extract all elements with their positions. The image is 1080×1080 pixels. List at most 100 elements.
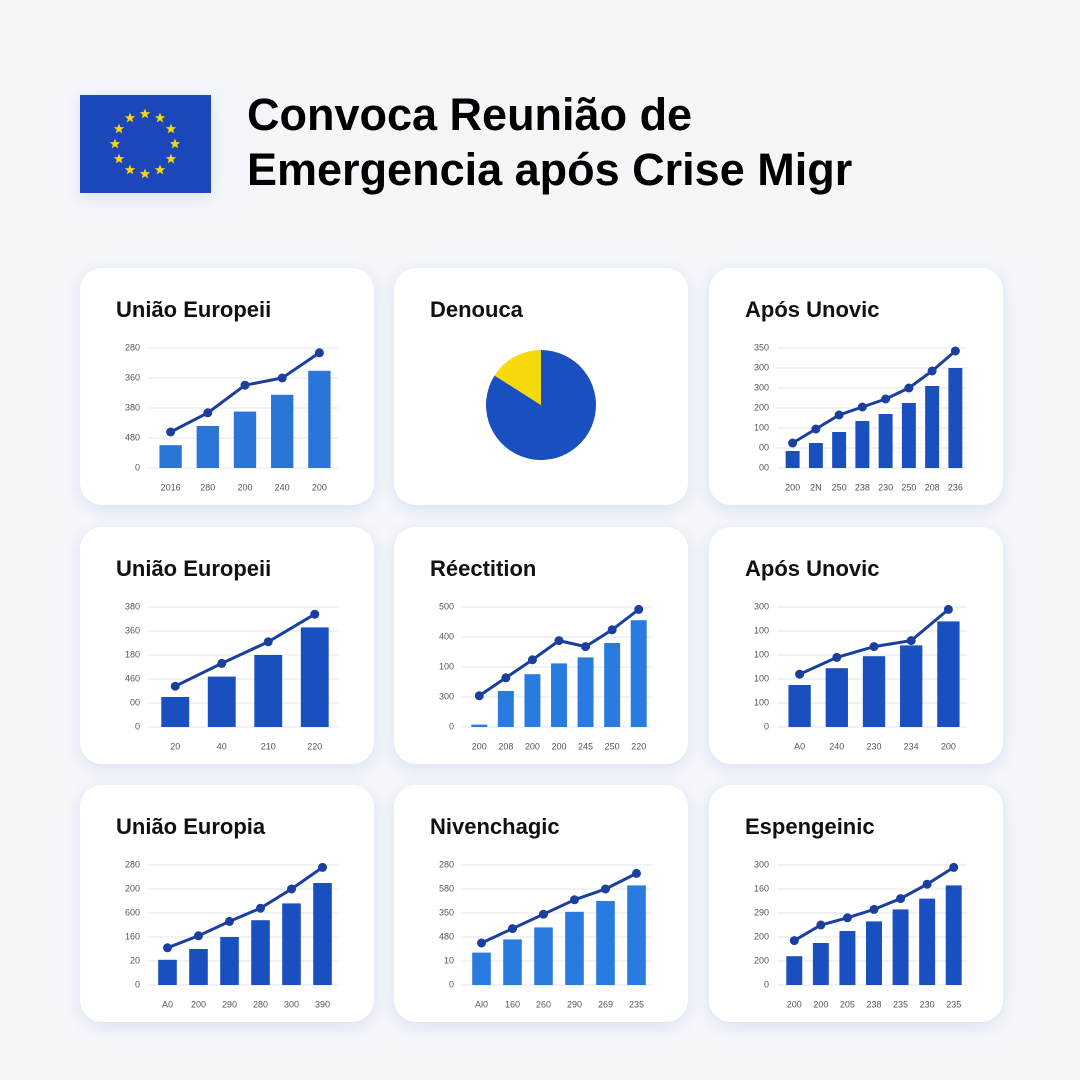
y-tick-label: 200 — [754, 955, 769, 965]
bar — [471, 724, 488, 727]
line-point — [263, 637, 273, 647]
x-tick-label: 260 — [536, 999, 551, 1009]
x-tick-label: 280 — [200, 482, 215, 492]
x-tick-label: 208 — [498, 741, 513, 751]
y-tick-label: 300 — [754, 382, 769, 392]
y-tick-label: 100 — [439, 661, 454, 671]
line-point — [832, 652, 842, 662]
line-point — [634, 604, 644, 614]
bar — [862, 656, 886, 727]
flag-star — [165, 153, 177, 164]
bar — [503, 939, 522, 985]
y-tick-label: 0 — [764, 721, 769, 731]
y-tick-label: 350 — [754, 342, 769, 352]
bar — [577, 657, 594, 727]
bar — [945, 885, 962, 985]
bar — [892, 909, 909, 985]
chart-title: União Europeii — [116, 297, 271, 322]
x-tick-label: 269 — [598, 999, 613, 1009]
y-tick-label: 200 — [125, 883, 140, 893]
page-title: Emergencia após Crise Migr — [247, 144, 852, 195]
line-point — [474, 691, 484, 701]
y-tick-label: 480 — [125, 432, 140, 442]
bar — [937, 621, 960, 727]
y-tick-label: 300 — [439, 691, 454, 701]
line-point — [632, 868, 641, 878]
page-title: Convoca Reunião de — [247, 89, 692, 140]
chart-title: Após Unovic — [745, 556, 879, 581]
y-tick-label: 200 — [754, 931, 769, 941]
line-point — [834, 410, 844, 420]
x-tick-label: A0 — [794, 741, 805, 751]
y-tick-label: 100 — [754, 697, 769, 707]
x-tick-label: 230 — [920, 999, 935, 1009]
chart-title: Nivenchagic — [430, 814, 560, 839]
bar — [925, 386, 940, 468]
x-tick-label: 200 — [787, 999, 802, 1009]
x-tick-label: 220 — [631, 741, 646, 751]
y-tick-label: 600 — [125, 907, 140, 917]
chart-title: Espengeinic — [745, 814, 875, 839]
line-point — [477, 938, 486, 948]
x-tick-label: 200 — [312, 482, 327, 492]
line-point — [256, 903, 265, 913]
y-tick-label: 200 — [754, 402, 769, 412]
y-tick-label: 280 — [125, 342, 140, 352]
line-point — [225, 916, 234, 926]
y-tick-label: 0 — [135, 979, 140, 989]
x-tick-label: 200 — [191, 999, 206, 1009]
bar — [233, 411, 257, 468]
chart-title: Denouca — [430, 297, 524, 322]
x-tick-label: 240 — [829, 741, 844, 751]
bar — [948, 368, 963, 468]
line-point — [788, 438, 798, 448]
line-point — [170, 681, 180, 691]
y-tick-label: 500 — [439, 601, 454, 611]
line-point — [795, 669, 805, 679]
flag-star — [113, 123, 125, 134]
x-tick-label: 238 — [866, 999, 881, 1009]
y-tick-label: 180 — [125, 649, 140, 659]
bar — [158, 959, 177, 985]
chart-title: União Europeii — [116, 556, 271, 581]
line-point — [166, 427, 176, 437]
bar — [254, 655, 283, 727]
bar — [565, 911, 584, 985]
line-point — [949, 862, 959, 872]
line-point — [277, 373, 287, 383]
flag-star — [154, 164, 166, 175]
y-tick-label: 300 — [754, 362, 769, 372]
line-point — [904, 383, 914, 393]
y-tick-label: 10 — [444, 955, 454, 965]
line-point — [950, 346, 960, 356]
x-tick-label: 200 — [237, 482, 252, 492]
x-tick-label: 235 — [946, 999, 961, 1009]
x-tick-label: 250 — [901, 482, 916, 492]
x-tick-label: 40 — [217, 741, 227, 751]
eu-flag — [80, 95, 211, 193]
bar — [786, 956, 803, 985]
y-tick-label: 100 — [754, 673, 769, 683]
bar — [855, 421, 870, 468]
line-point — [318, 862, 327, 872]
line-point — [922, 879, 932, 889]
bar — [497, 691, 514, 727]
line-point — [240, 380, 250, 390]
x-tick-label: 160 — [505, 999, 520, 1009]
flag-star — [124, 164, 136, 175]
x-tick-label: 230 — [878, 482, 893, 492]
y-tick-label: 0 — [764, 979, 769, 989]
bar — [878, 414, 893, 468]
bar — [300, 627, 329, 727]
y-tick-label: 380 — [125, 402, 140, 412]
x-tick-label: 300 — [284, 999, 299, 1009]
chart-card — [80, 268, 374, 505]
line-point — [501, 673, 511, 683]
y-tick-label: 100 — [754, 625, 769, 635]
x-tick-label: 280 — [253, 999, 268, 1009]
x-tick-label: 245 — [578, 741, 593, 751]
x-tick-label: 250 — [832, 482, 847, 492]
line — [791, 349, 957, 445]
flag-star — [139, 168, 151, 179]
bar — [220, 937, 239, 985]
